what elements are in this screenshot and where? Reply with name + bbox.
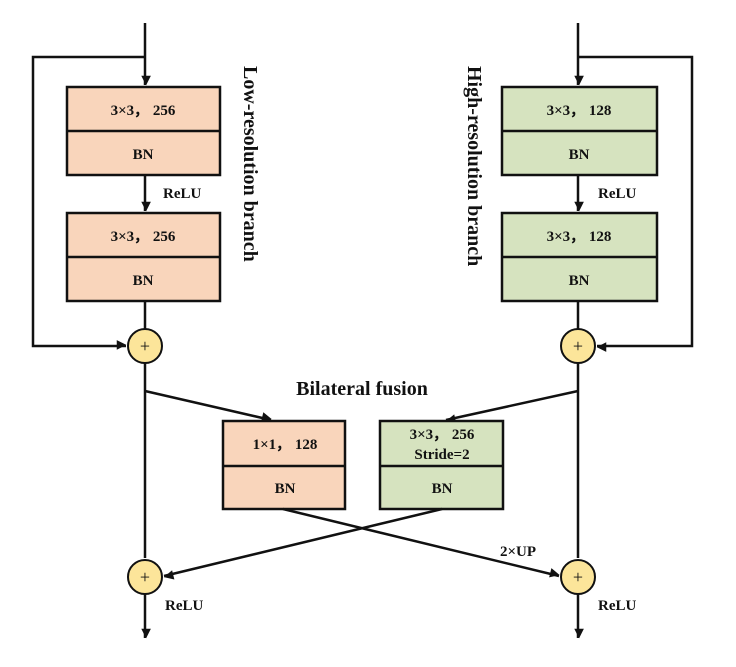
bn-label: BN [133,147,154,163]
arrow-high-to-fusion [445,389,579,424]
plus-icon: + [140,336,150,356]
arrow-downsample-to-low [163,507,443,580]
stride-label: Stride=2 [414,447,469,463]
relu-label: ReLU [163,186,201,202]
skip-connection-low [31,55,145,350]
skip-connection-high [578,55,694,352]
upsample-label: 2×UP [500,544,536,560]
plus-icon: + [140,567,150,587]
conv-label: 3×3， 256 [410,427,475,443]
conv-label: 3×3， 256 [111,103,176,119]
relu-label-left: ReLU [165,598,203,614]
bilateral-fusion: Bilateral fusion 1×1， 128 BN 3×3， 256 St… [127,363,636,639]
plus-icon: + [573,567,583,587]
relu-label: ReLU [598,186,636,202]
branch-title-low: Low-resolution branch [239,66,261,262]
conv-label: 1×1， 128 [253,437,318,453]
branch-title-high: High-resolution branch [463,66,485,266]
bn-label: BN [569,147,590,163]
plus-icon: + [573,336,583,356]
bn-label: BN [133,273,154,289]
low-resolution-branch: 3×3， 256 BN ReLU 3×3， 256 BN + Low-resol… [31,23,261,364]
conv-label: 3×3， 128 [547,103,612,119]
arrow-low-to-fusion [144,389,272,422]
arrow-upsample-to-high [282,507,560,578]
bn-label: BN [275,481,296,497]
conv-label: 3×3， 128 [547,229,612,245]
bn-label: BN [432,481,453,497]
fusion-title: Bilateral fusion [296,378,428,400]
relu-label-right: ReLU [598,598,636,614]
bn-label: BN [569,273,590,289]
high-resolution-branch: 3×3， 128 BN ReLU 3×3， 128 BN + High-reso… [463,23,694,364]
conv-label: 3×3， 256 [111,229,176,245]
